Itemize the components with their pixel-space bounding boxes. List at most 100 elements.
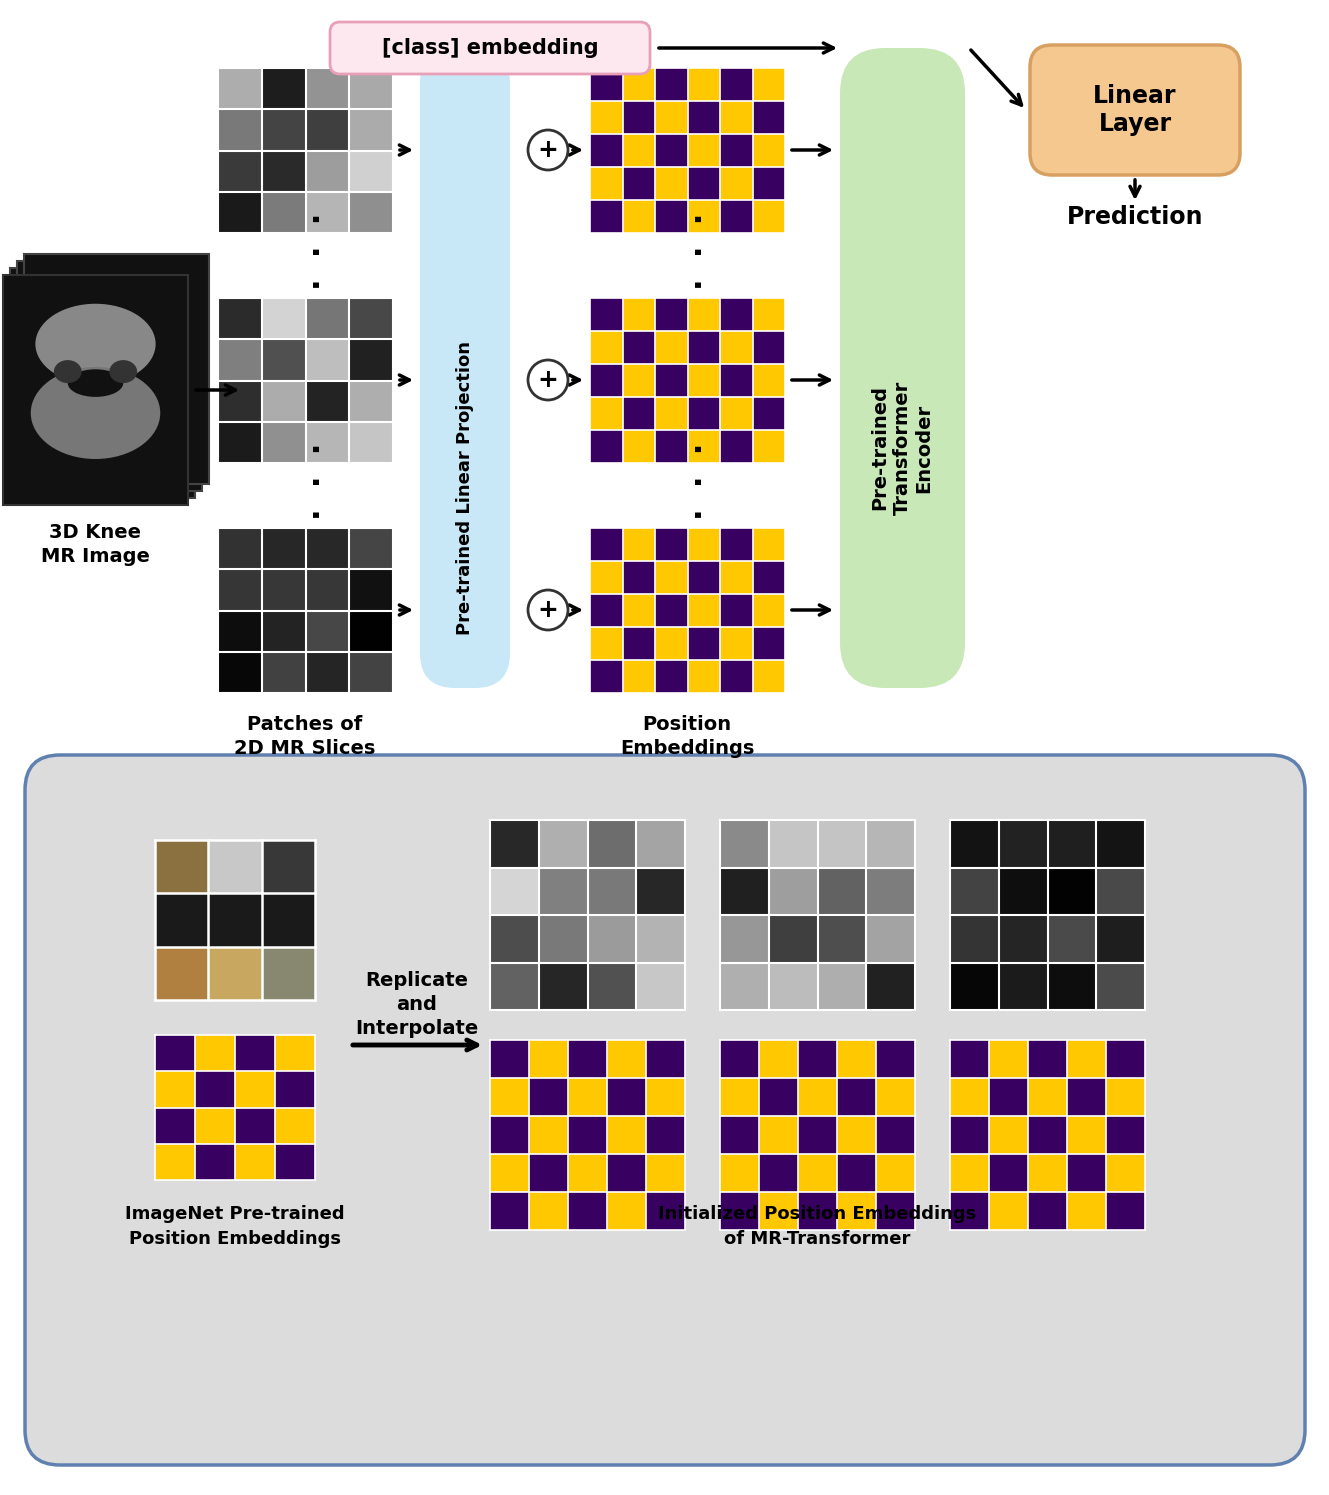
Bar	[590, 298, 622, 330]
Bar	[950, 867, 999, 915]
Bar	[262, 840, 315, 894]
Bar	[590, 330, 622, 363]
Bar	[622, 200, 655, 233]
Bar	[797, 1115, 837, 1154]
Bar	[607, 1078, 646, 1115]
Bar	[262, 381, 306, 422]
Text: Position: Position	[642, 715, 731, 734]
Bar	[687, 431, 720, 463]
Text: Initialized Position Embeddings: Initialized Position Embeddings	[658, 1205, 975, 1223]
Bar	[687, 330, 720, 363]
Bar	[720, 915, 768, 963]
Bar	[720, 363, 752, 398]
Bar	[720, 1078, 759, 1115]
Bar	[637, 867, 684, 915]
Bar	[720, 1192, 759, 1230]
Bar	[567, 1154, 607, 1192]
Bar	[876, 1115, 914, 1154]
Bar	[490, 915, 538, 963]
Bar	[752, 167, 785, 200]
Bar	[637, 963, 684, 1011]
Bar	[1106, 1078, 1146, 1115]
Bar	[622, 363, 655, 398]
Bar	[590, 561, 622, 594]
Bar	[587, 963, 637, 1011]
Bar	[989, 1078, 1029, 1115]
Bar	[655, 135, 687, 167]
Bar	[350, 339, 393, 381]
Bar	[1067, 1115, 1106, 1154]
Bar	[275, 1035, 315, 1072]
Bar	[646, 1115, 684, 1154]
Bar	[646, 1154, 684, 1192]
Bar	[275, 1108, 315, 1144]
Bar	[950, 1192, 989, 1230]
Bar	[209, 946, 262, 1000]
Bar	[590, 431, 622, 463]
Bar	[529, 1154, 567, 1192]
Bar	[350, 528, 393, 570]
Bar	[1067, 1078, 1106, 1115]
Bar	[538, 867, 587, 915]
Bar	[950, 1115, 989, 1154]
Text: Interpolate: Interpolate	[355, 1020, 478, 1038]
Bar	[752, 561, 785, 594]
Bar	[235, 1072, 275, 1108]
Bar	[655, 298, 687, 330]
Bar	[1106, 1154, 1146, 1192]
Bar	[538, 963, 587, 1011]
Bar	[950, 819, 999, 867]
Bar	[1047, 819, 1096, 867]
Bar	[867, 867, 914, 915]
Circle shape	[528, 130, 567, 170]
Bar	[11, 268, 195, 498]
Bar	[687, 528, 720, 561]
Bar	[350, 109, 393, 151]
Bar	[306, 381, 350, 422]
Ellipse shape	[36, 303, 155, 384]
Bar	[590, 67, 622, 102]
Bar	[876, 1041, 914, 1078]
Bar	[720, 528, 752, 561]
Bar	[350, 422, 393, 463]
Bar	[1067, 1192, 1106, 1230]
Bar	[687, 102, 720, 135]
Bar	[529, 1115, 567, 1154]
FancyBboxPatch shape	[420, 48, 510, 688]
Bar	[867, 963, 914, 1011]
Bar	[195, 1108, 235, 1144]
Bar	[622, 561, 655, 594]
Bar	[590, 135, 622, 167]
Bar	[529, 1078, 567, 1115]
Bar	[1029, 1154, 1067, 1192]
Bar	[720, 398, 752, 431]
Bar	[720, 330, 752, 363]
Bar	[768, 963, 817, 1011]
Bar	[218, 652, 262, 694]
Bar	[1096, 963, 1146, 1011]
Bar	[607, 1192, 646, 1230]
Bar	[195, 1144, 235, 1180]
Bar	[529, 1192, 567, 1230]
Ellipse shape	[68, 369, 124, 396]
Bar	[752, 659, 785, 694]
Bar	[567, 1078, 607, 1115]
Bar	[567, 1115, 607, 1154]
Bar	[655, 594, 687, 626]
Bar	[797, 1154, 837, 1192]
Bar	[999, 963, 1047, 1011]
Text: +: +	[537, 598, 558, 622]
Bar	[655, 363, 687, 398]
Bar	[622, 528, 655, 561]
Bar	[655, 431, 687, 463]
Bar	[950, 915, 999, 963]
Bar	[876, 1078, 914, 1115]
Bar	[655, 659, 687, 694]
Text: ·  ·  ·: · · ·	[304, 443, 334, 520]
FancyBboxPatch shape	[25, 755, 1305, 1465]
Bar	[867, 819, 914, 867]
Text: +: +	[537, 138, 558, 161]
Bar	[155, 1035, 195, 1072]
Bar	[989, 1154, 1029, 1192]
Bar	[752, 67, 785, 102]
